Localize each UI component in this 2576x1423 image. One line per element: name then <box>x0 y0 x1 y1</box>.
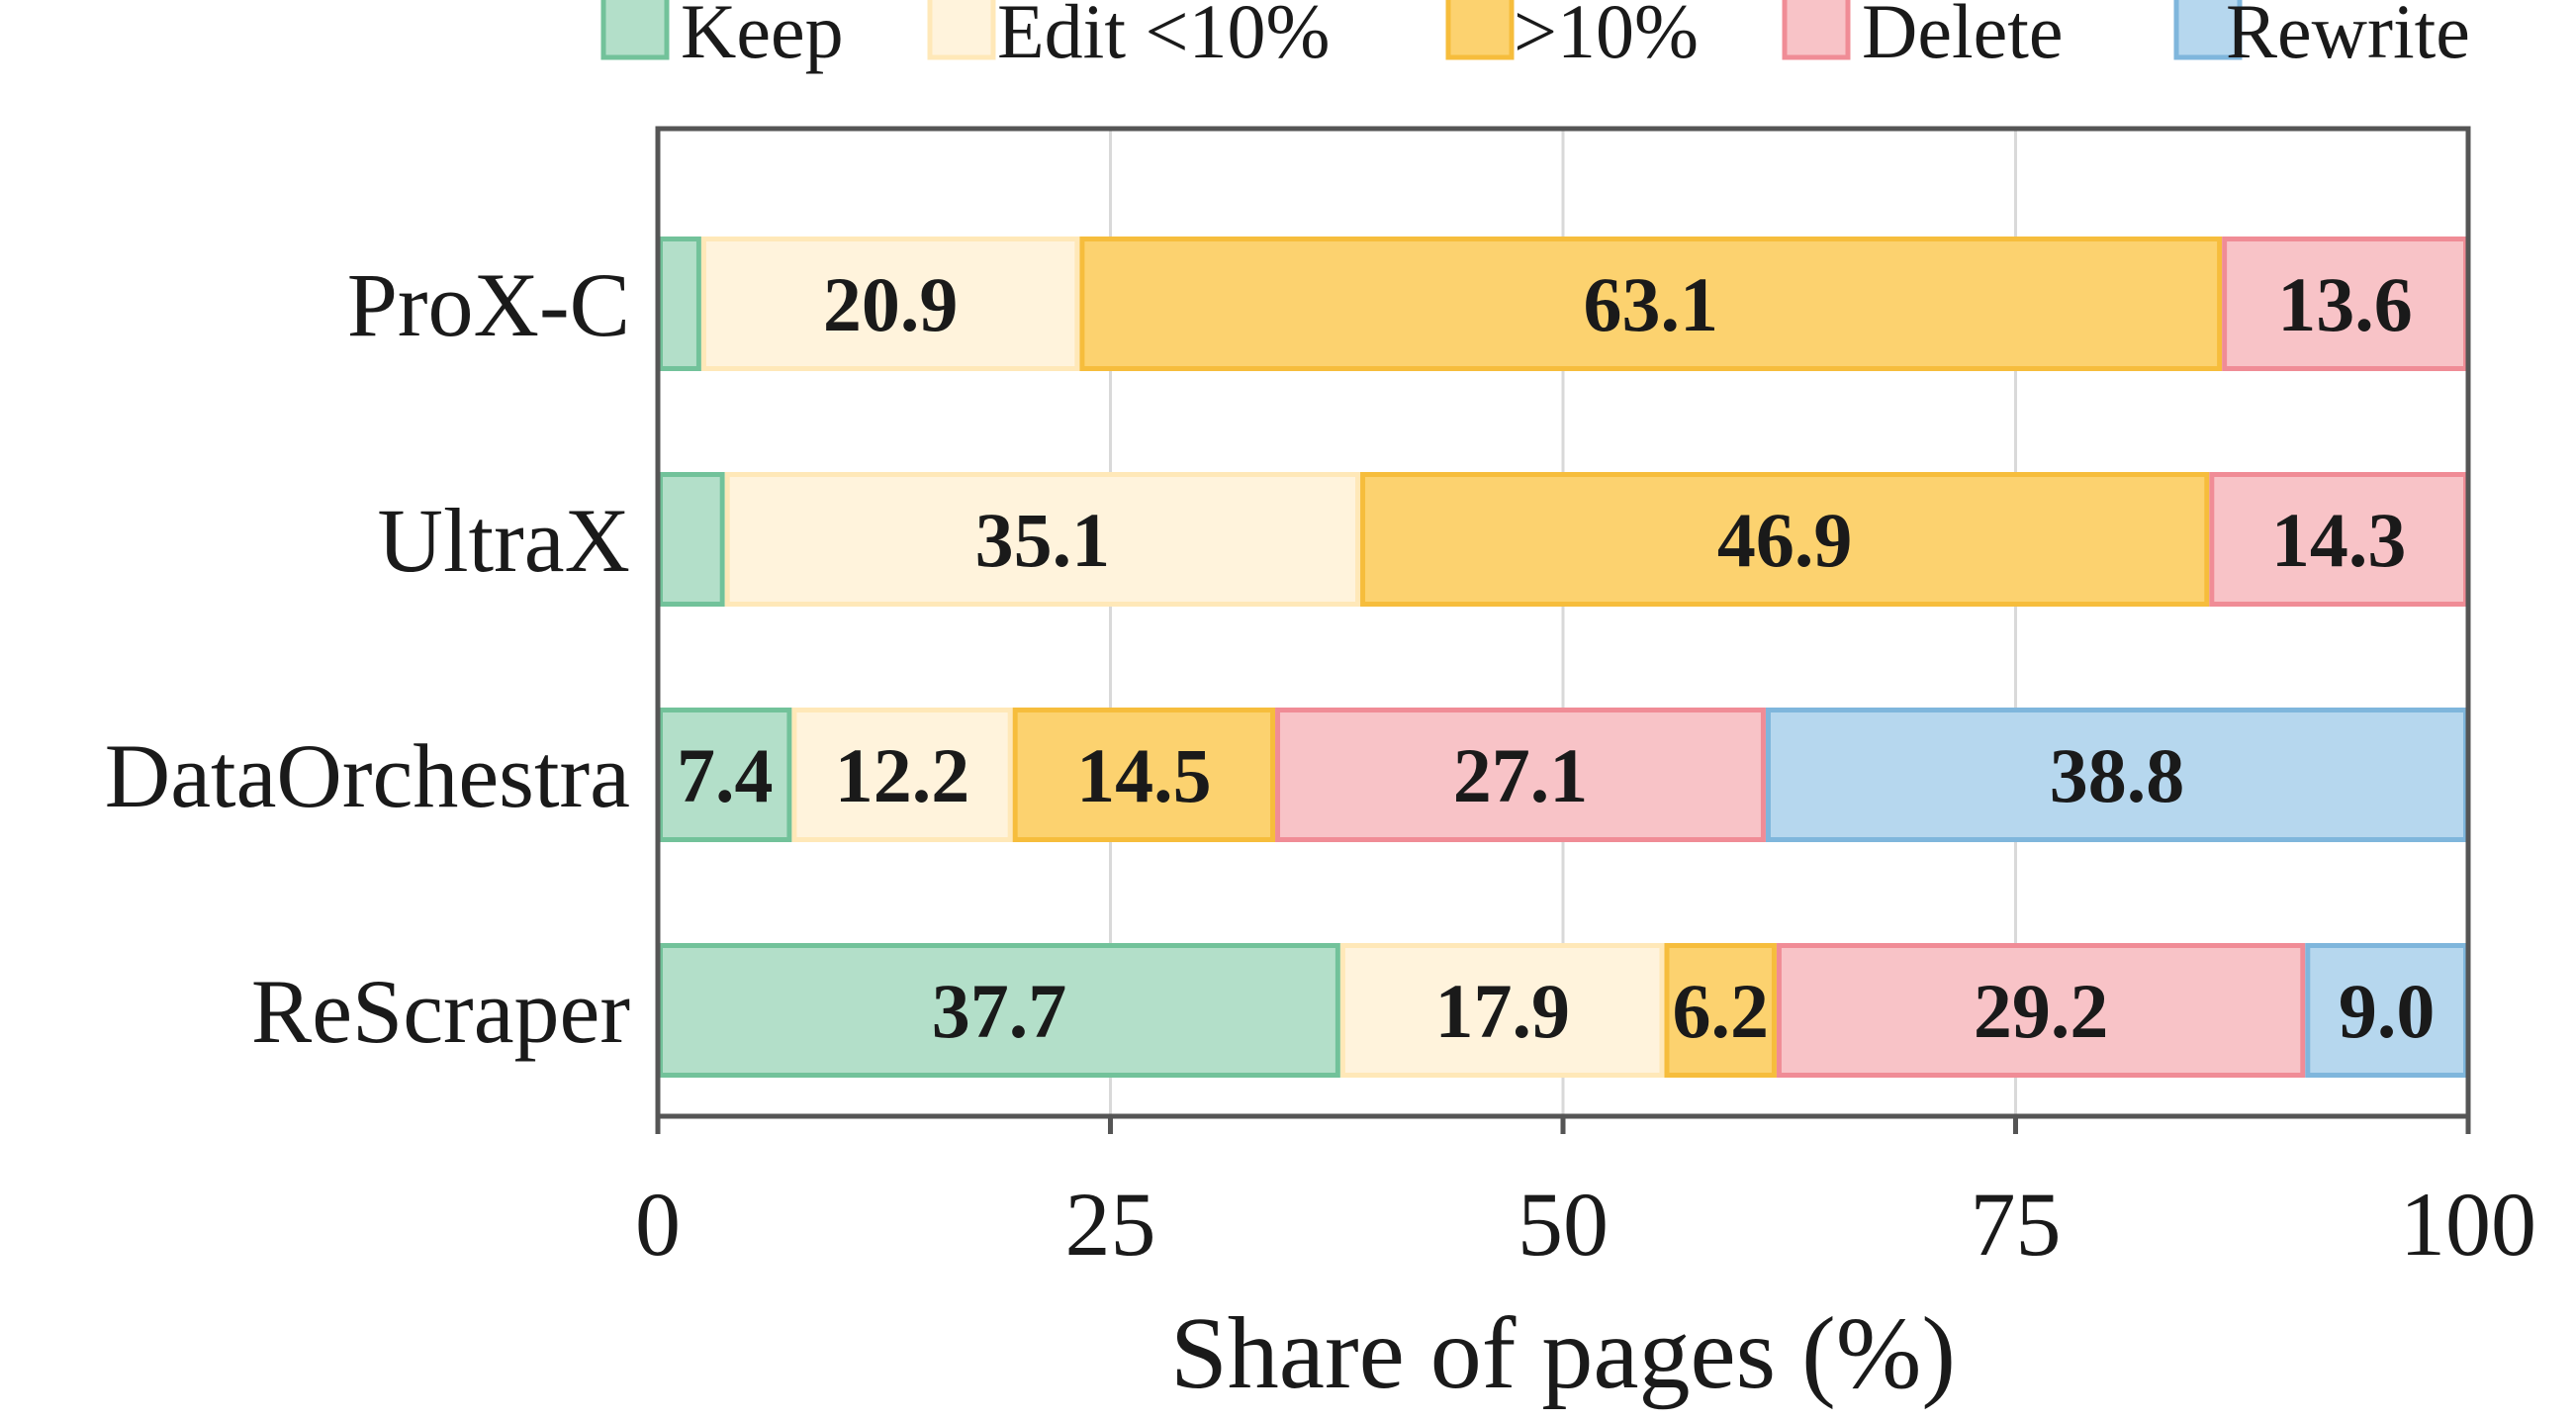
bar-segment <box>1776 943 2306 1078</box>
bar-segment <box>1360 472 2210 607</box>
data-label: 37.7 <box>932 968 1067 1054</box>
data-label: 63.1 <box>1584 261 1719 347</box>
data-label: 17.9 <box>1434 968 1570 1054</box>
data-label: 20.9 <box>823 261 959 347</box>
legend-swatch <box>927 0 996 60</box>
data-label: 14.3 <box>2271 497 2407 583</box>
bar-segment <box>1275 708 1766 842</box>
y-tick-label: DataOrchestra <box>105 725 630 826</box>
x-tick-label: 25 <box>1065 1174 1156 1275</box>
data-label: 38.8 <box>2050 732 2185 818</box>
data-label: 27.1 <box>1453 732 1589 818</box>
bars <box>658 237 2469 1078</box>
legend-swatch <box>2173 0 2243 60</box>
bar-segment <box>724 472 1361 607</box>
data-label: 29.2 <box>1974 968 2109 1054</box>
x-tick-label: 75 <box>1971 1174 2062 1275</box>
y-axis: ProX-C UltraX DataOrchestra ReScraper <box>105 254 630 1062</box>
data-labels: 20.9 63.1 13.6 35.1 46.9 14.3 7.4 12.2 14.5 27.1 3… <box>677 261 2435 1054</box>
data-label: 14.5 <box>1076 732 1212 818</box>
legend: Keep Edit <10% >10% Delete Rewrite <box>600 0 2470 74</box>
x-tick-label: 50 <box>1518 1174 1609 1275</box>
data-label: 46.9 <box>1717 497 1853 583</box>
bar-segment <box>1079 237 2223 371</box>
bar-segment <box>1765 708 2468 842</box>
bar-segment <box>1664 943 1777 1078</box>
legend-label: Keep <box>681 0 844 74</box>
y-tick-label: UltraX <box>378 490 630 591</box>
legend-label: Delete <box>1862 0 2064 74</box>
legend-label: Rewrite <box>2226 0 2470 74</box>
bar-segment <box>1012 708 1276 842</box>
legend-label: Edit <10% <box>997 0 1330 74</box>
bar-segment <box>791 708 1013 842</box>
y-tick-label: ProX-C <box>347 254 630 355</box>
legend-swatch <box>1445 0 1515 60</box>
bar-segment <box>700 237 1080 371</box>
legend-swatch <box>1782 0 1851 60</box>
bar-segment <box>1339 943 1665 1078</box>
x-tick-label: 0 <box>635 1174 681 1275</box>
data-label: 9.0 <box>2339 968 2436 1054</box>
y-tick-label: ReScraper <box>251 961 630 1062</box>
data-label: 6.2 <box>1672 968 1769 1054</box>
legend-swatch <box>600 0 670 60</box>
x-tick-label: 100 <box>2400 1174 2536 1275</box>
bar-segment <box>658 943 1340 1078</box>
bar-segment <box>2222 237 2469 371</box>
data-label: 7.4 <box>677 732 774 818</box>
bar-segment <box>2209 472 2469 607</box>
data-label: 35.1 <box>975 497 1111 583</box>
x-axis-title: Share of pages (%) <box>1170 1296 1956 1410</box>
legend-label: >10% <box>1514 0 1699 74</box>
bar-segment <box>2305 943 2469 1078</box>
bar-segment <box>658 237 701 371</box>
data-label: 12.2 <box>835 732 970 818</box>
data-label: 13.6 <box>2277 261 2413 347</box>
bar-segment <box>658 472 725 607</box>
x-axis: 0 25 50 75 100 <box>635 1116 2536 1275</box>
